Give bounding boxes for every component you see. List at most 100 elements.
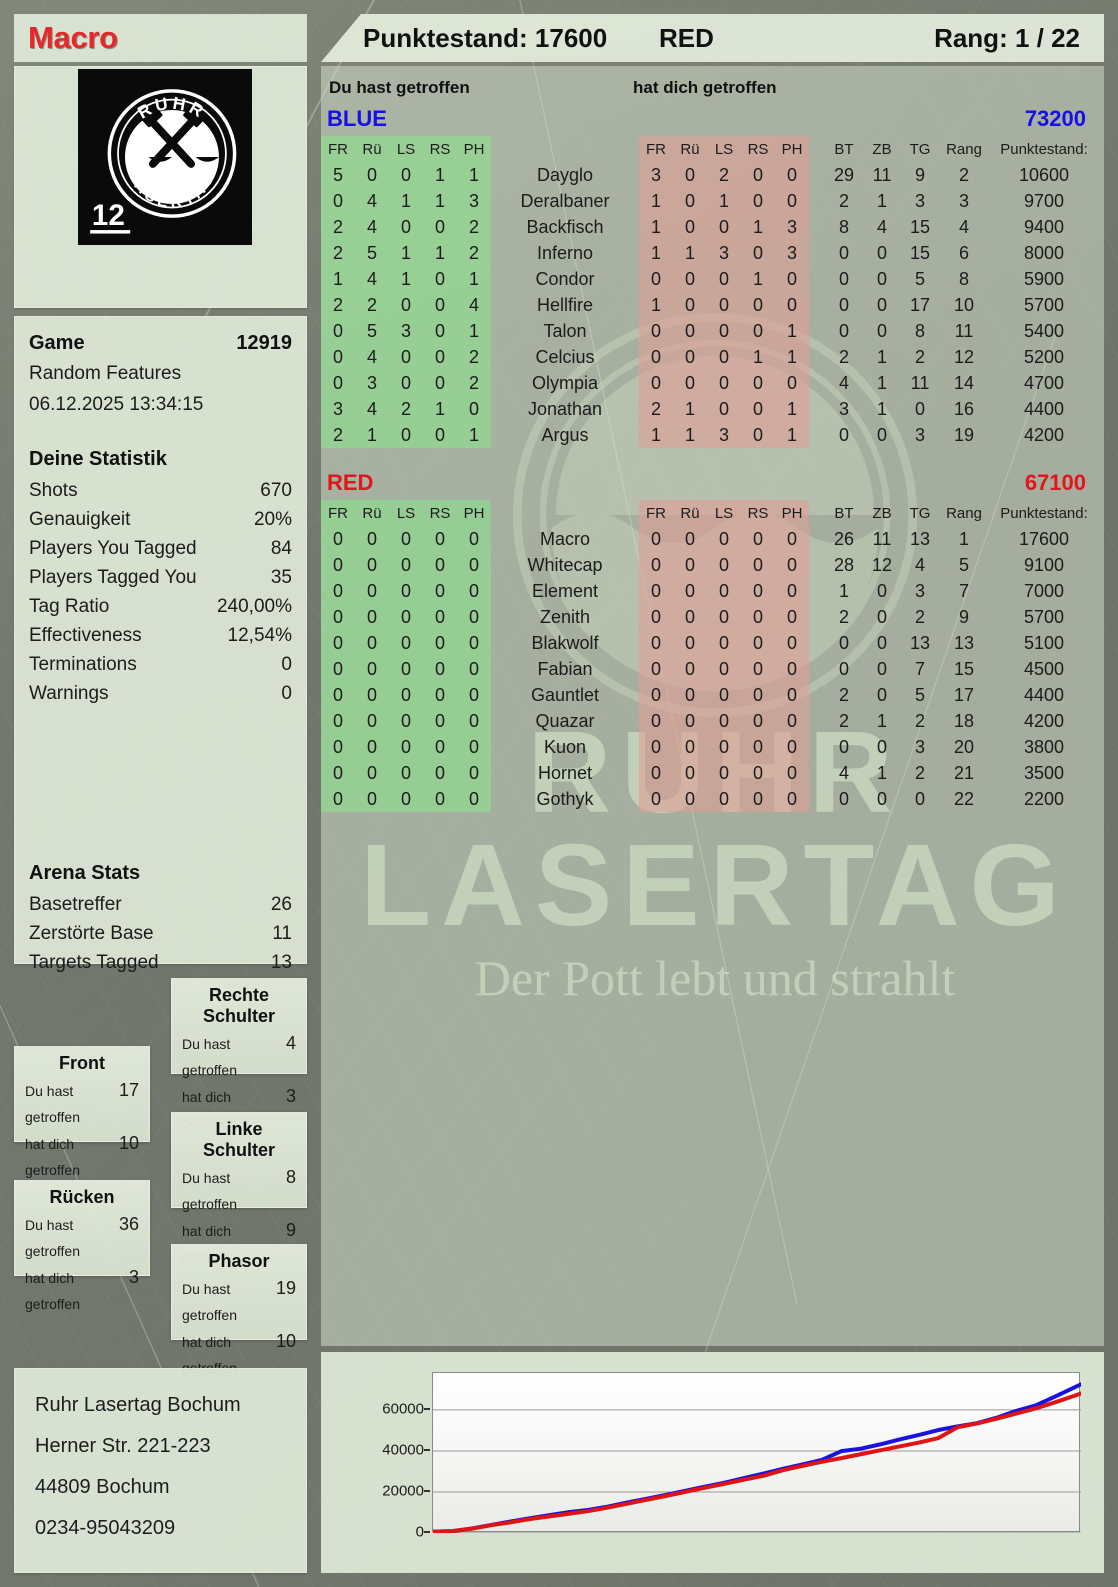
venue-name: Ruhr Lasertag Bochum	[35, 1394, 241, 1416]
cell-player-name: Condor	[535, 268, 595, 289]
body-part-hit-value: 36	[118, 1214, 139, 1234]
cell-got-hit: 0	[707, 786, 741, 812]
body-part-name: Rücken	[49, 1187, 115, 1207]
table-row[interactable]: 0 0 0 0 0 Gothyk 0 0 0 0 0 0 0 0 22 2200	[321, 786, 1099, 812]
table-row[interactable]: 0 0 0 0 0 Macro 0 0 0 0 0 26 11 13 1 17600	[321, 526, 1099, 552]
table-row[interactable]: 5 0 0 1 1 Dayglo 3 0 2 0 0 29 11 9 2 10600	[321, 162, 1099, 188]
table-row[interactable]: 0 3 0 0 2 Olympia 0 0 0 0 0 4 1 11 14 4700	[321, 370, 1099, 396]
stat-label: Players Tagged You	[29, 567, 197, 588]
cell-hit: 0	[457, 734, 491, 760]
cell-hit: 1	[389, 188, 423, 214]
cell-got-hit: 0	[741, 604, 775, 630]
cell-got-hit: 0	[639, 656, 673, 682]
score-label: Punktestand: 17600	[363, 22, 608, 53]
cell-player-name: Jonathan	[527, 398, 603, 419]
you-hit-label: Du hast getroffen	[329, 78, 470, 97]
table-row[interactable]: 0 0 0 0 0 Blakwolf 0 0 0 0 0 0 0 13 13 5100	[321, 630, 1099, 656]
cell-hit: 0	[389, 656, 423, 682]
table-row[interactable]: 0 4 0 0 2 Celcius 0 0 0 1 1 2 1 2 12 5200	[321, 344, 1099, 370]
club-logo: RUHR LASERTAG 12	[78, 69, 252, 245]
game-title: Game	[29, 332, 85, 354]
cell-hit: 0	[423, 422, 457, 448]
cell-got-hit: 0	[741, 396, 775, 422]
cell-score: 5700	[1023, 606, 1065, 627]
cell-hit: 0	[321, 318, 355, 344]
cell-hit: 0	[389, 526, 423, 552]
cell-got-hit: 1	[775, 318, 809, 344]
chart-y-tick-mark	[424, 1531, 430, 1533]
stat-value: 35	[270, 567, 292, 588]
table-row[interactable]: 0 0 0 0 0 Quazar 0 0 0 0 0 2 1 2 18 4200	[321, 708, 1099, 734]
cell-hit: 1	[389, 240, 423, 266]
cell-hit: 0	[355, 578, 389, 604]
arena-stat-value: 13	[270, 952, 292, 973]
cell-got-hit: 1	[639, 422, 673, 448]
cell-rank: 5	[958, 554, 969, 575]
stat-row: Effectiveness 12,54%	[29, 621, 292, 650]
cell-player-name: Hellfire	[536, 294, 593, 315]
venue-street: Herner Str. 221-223	[35, 1435, 211, 1457]
cell-hit: 1	[321, 266, 355, 292]
team-header: RED 67100	[321, 470, 1096, 496]
table-row[interactable]: 0 0 0 0 0 Zenith 0 0 0 0 0 2 0 2 9 5700	[321, 604, 1099, 630]
table-row[interactable]: 0 0 0 0 0 Fabian 0 0 0 0 0 0 0 7 15 4500	[321, 656, 1099, 682]
cell-hit: 2	[321, 422, 355, 448]
stat-label: Terminations	[29, 654, 137, 675]
cell-got-hit: 1	[639, 214, 673, 240]
col-header-Rang: Rang	[946, 504, 982, 522]
table-row[interactable]: 1 4 1 0 1 Condor 0 0 0 1 0 0 0 5 8 5900	[321, 266, 1099, 292]
cell-hit: 1	[423, 396, 457, 422]
body-part-got-hit-value: 3	[285, 1086, 296, 1106]
cell-bt: 28	[833, 554, 855, 575]
chart-y-tick-mark	[424, 1407, 430, 1410]
cell-got-hit: 0	[775, 370, 809, 396]
table-row[interactable]: 0 5 3 0 1 Talon 0 0 0 0 1 0 0 8 11 5400	[321, 318, 1099, 344]
cell-hit: 1	[423, 162, 457, 188]
table-row[interactable]: 0 0 0 0 0 Hornet 0 0 0 0 0 4 1 2 21 3500	[321, 760, 1099, 786]
rank-label: Rang: 1 / 22	[934, 22, 1080, 53]
table-header-row: FR Rü LS RS PH FR Rü LS RS PH BT ZB TG Rang Punktestan…	[321, 500, 1099, 526]
chart-y-tick-label: 20000	[382, 1482, 424, 1500]
table-row[interactable]: 0 0 0 0 0 Element 0 0 0 0 0 1 0 3 7 7000	[321, 578, 1099, 604]
cell-score: 5200	[1023, 346, 1065, 367]
cell-score: 7000	[1023, 580, 1065, 601]
table-row[interactable]: 2 1 0 0 1 Argus 1 1 3 0 1 0 0 3 19 4200	[321, 422, 1099, 448]
cell-rank: 1	[958, 528, 969, 549]
cell-hit: 0	[423, 344, 457, 370]
cell-tg: 0	[914, 398, 925, 419]
cell-got-hit: 1	[673, 422, 707, 448]
cell-hit: 0	[457, 656, 491, 682]
col-header-Rang: Rang	[946, 140, 982, 158]
team-total-score: 73200	[1024, 106, 1086, 131]
table-row[interactable]: 0 0 0 0 0 Whitecap 0 0 0 0 0 28 12 4 5 9100	[321, 552, 1099, 578]
cell-tg: 2	[914, 606, 925, 627]
cell-score: 8000	[1023, 242, 1065, 263]
cell-got-hit: 0	[741, 552, 775, 578]
cell-zb: 0	[876, 268, 887, 289]
cell-got-hit: 3	[639, 162, 673, 188]
table-row[interactable]: 2 4 0 0 2 Backfisch 1 0 0 1 3 8 4 15 4 9400	[321, 214, 1099, 240]
cell-got-hit: 0	[775, 292, 809, 318]
table-row[interactable]: 2 2 0 0 4 Hellfire 1 0 0 0 0 0 0 17 10 5700	[321, 292, 1099, 318]
table-row[interactable]: 3 4 2 1 0 Jonathan 2 1 0 0 1 3 1 0 16 4400	[321, 396, 1099, 422]
cell-hit: 1	[355, 422, 389, 448]
cell-got-hit: 0	[741, 292, 775, 318]
cell-got-hit: 1	[639, 188, 673, 214]
cell-hit: 0	[389, 162, 423, 188]
chart-y-tick-mark	[424, 1448, 430, 1451]
cell-hit: 0	[423, 578, 457, 604]
cell-zb: 12	[871, 554, 893, 575]
cell-tg: 3	[914, 424, 925, 445]
body-part-hit-value: 4	[285, 1033, 296, 1053]
chart-plot-area	[432, 1372, 1080, 1532]
cell-got-hit: 0	[741, 240, 775, 266]
table-row[interactable]: 0 0 0 0 0 Kuon 0 0 0 0 0 0 0 3 20 3800	[321, 734, 1099, 760]
table-row[interactable]: 0 4 1 1 3 Deralbaner 1 0 1 0 0 2 1 3 3 9700	[321, 188, 1099, 214]
cell-got-hit: 0	[639, 604, 673, 630]
cell-hit: 2	[389, 396, 423, 422]
cell-got-hit: 0	[673, 318, 707, 344]
table-row[interactable]: 0 0 0 0 0 Gauntlet 0 0 0 0 0 2 0 5 17 4400	[321, 682, 1099, 708]
cell-hit: 4	[355, 266, 389, 292]
cell-hit: 0	[355, 630, 389, 656]
table-row[interactable]: 2 5 1 1 2 Inferno 1 1 3 0 3 0 0 15 6 8000	[321, 240, 1099, 266]
